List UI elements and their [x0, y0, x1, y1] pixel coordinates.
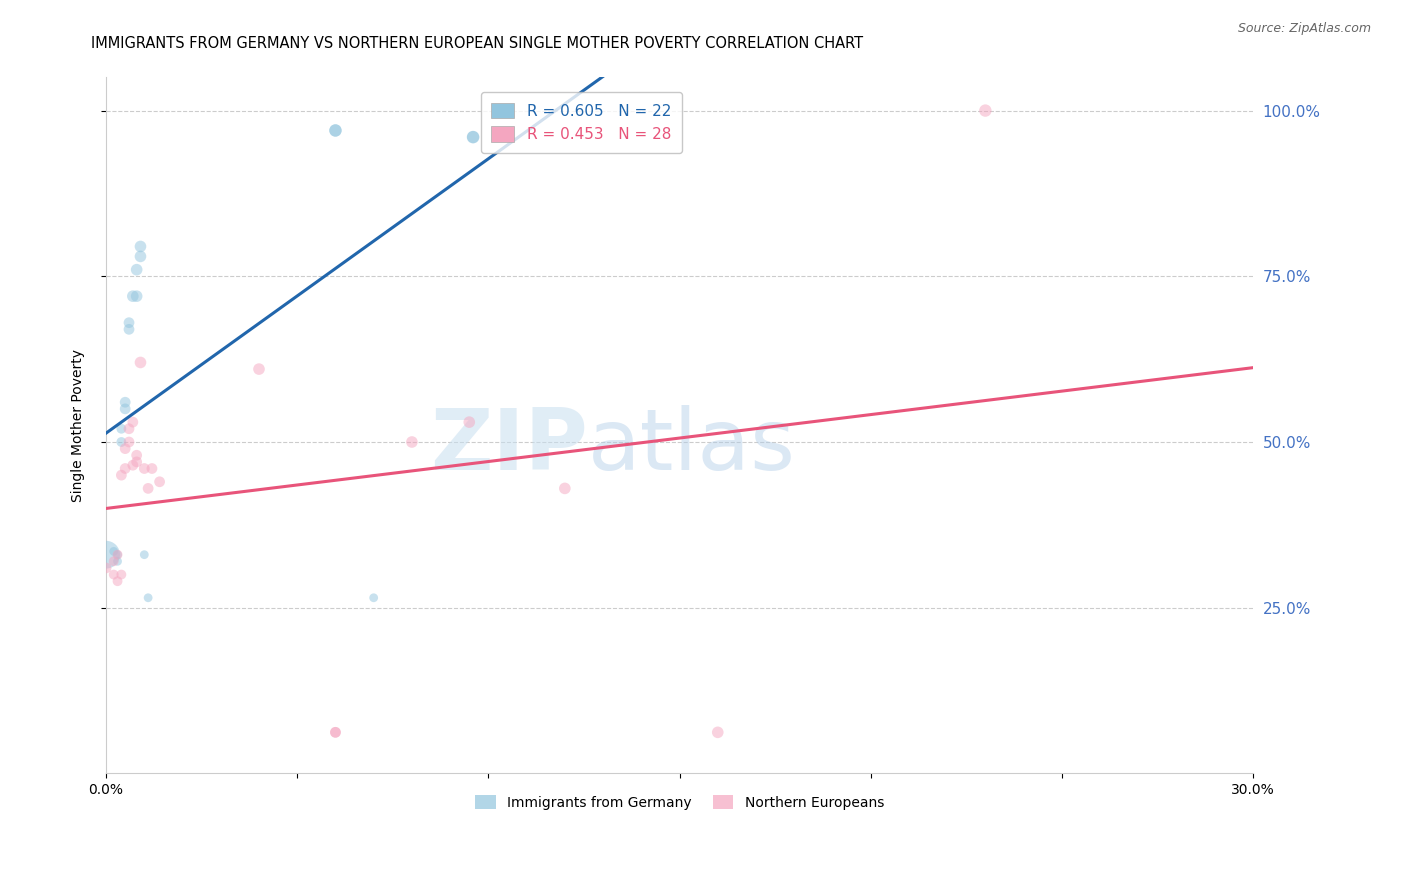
- Point: [110, 422, 132, 436]
- Point: [401, 435, 423, 450]
- Text: atlas: atlas: [588, 405, 796, 488]
- Point: [103, 554, 125, 568]
- Point: [134, 548, 156, 562]
- Point: [118, 322, 141, 336]
- Point: [94, 548, 117, 562]
- Point: [107, 548, 129, 562]
- Point: [114, 395, 136, 409]
- Text: ZIP: ZIP: [430, 405, 588, 488]
- Point: [134, 461, 156, 475]
- Point: [121, 458, 143, 473]
- Point: [121, 415, 143, 429]
- Point: [129, 249, 152, 263]
- Legend: Immigrants from Germany, Northern Europeans: Immigrants from Germany, Northern Europe…: [470, 789, 890, 815]
- Point: [107, 548, 129, 562]
- Point: [103, 567, 125, 582]
- Y-axis label: Single Mother Poverty: Single Mother Poverty: [72, 349, 86, 502]
- Point: [118, 422, 141, 436]
- Point: [325, 123, 347, 137]
- Point: [114, 442, 136, 456]
- Point: [363, 591, 385, 605]
- Point: [325, 725, 347, 739]
- Point: [110, 567, 132, 582]
- Point: [107, 574, 129, 589]
- Point: [325, 123, 347, 137]
- Text: IMMIGRANTS FROM GERMANY VS NORTHERN EUROPEAN SINGLE MOTHER POVERTY CORRELATION C: IMMIGRANTS FROM GERMANY VS NORTHERN EURO…: [91, 36, 863, 51]
- Point: [110, 468, 132, 483]
- Point: [110, 435, 132, 450]
- Point: [118, 316, 141, 330]
- Point: [129, 239, 152, 253]
- Point: [141, 461, 163, 475]
- Point: [121, 289, 143, 303]
- Point: [114, 401, 136, 416]
- Point: [149, 475, 172, 489]
- Point: [325, 725, 347, 739]
- Point: [103, 544, 125, 558]
- Point: [125, 289, 148, 303]
- Point: [125, 455, 148, 469]
- Text: Source: ZipAtlas.com: Source: ZipAtlas.com: [1237, 22, 1371, 36]
- Point: [107, 554, 129, 568]
- Point: [461, 130, 484, 145]
- Point: [94, 561, 117, 575]
- Point: [118, 435, 141, 450]
- Point: [129, 355, 152, 369]
- Point: [125, 448, 148, 462]
- Point: [136, 591, 159, 605]
- Point: [461, 130, 484, 145]
- Point: [136, 482, 159, 496]
- Point: [554, 482, 576, 496]
- Point: [974, 103, 997, 118]
- Point: [114, 461, 136, 475]
- Point: [706, 725, 728, 739]
- Point: [458, 415, 481, 429]
- Point: [247, 362, 270, 376]
- Point: [125, 262, 148, 277]
